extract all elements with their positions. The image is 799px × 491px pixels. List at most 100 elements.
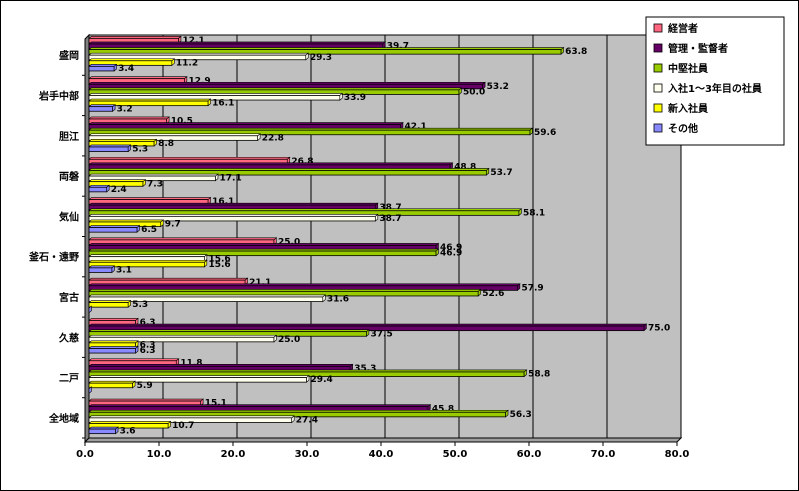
bar-end-face xyxy=(382,41,386,50)
data-label: 2.4 xyxy=(111,185,127,195)
bar-end-face xyxy=(400,121,404,130)
data-label: 46.9 xyxy=(440,243,462,253)
data-label: 42.1 xyxy=(405,122,427,132)
category-label: 気仙 xyxy=(58,210,79,223)
data-label: 5.3 xyxy=(132,300,148,310)
category-label: 二戸 xyxy=(59,373,79,385)
data-label: 53.2 xyxy=(487,82,509,92)
data-label: 27.4 xyxy=(296,415,318,425)
bar-end-face xyxy=(178,35,182,44)
data-label: 75.0 xyxy=(648,324,670,334)
bar-end-face xyxy=(200,398,204,407)
plot-side-wall xyxy=(84,33,90,444)
bar-end-face xyxy=(458,87,462,96)
data-label: 10.7 xyxy=(172,421,194,431)
data-label: 6.3 xyxy=(140,346,156,356)
bar-end-face xyxy=(435,242,439,251)
data-label: 8.8 xyxy=(158,139,174,149)
legend-entry: 中堅社員 xyxy=(668,62,708,75)
x-tick-label: 20.0 xyxy=(221,449,246,460)
data-label: 17.1 xyxy=(220,174,242,184)
category-label: 岩手中部 xyxy=(38,89,79,102)
legend-entry: 入社1～3年目の社員 xyxy=(668,82,762,95)
bar-end-face xyxy=(306,374,310,383)
bar-end-face xyxy=(135,340,139,349)
bar-end-face xyxy=(112,104,116,112)
legend-swatch xyxy=(653,103,663,113)
bar-end-face xyxy=(305,52,309,61)
data-label: 57.9 xyxy=(521,283,543,293)
bar-end-face xyxy=(88,305,92,314)
bar xyxy=(88,227,138,233)
x-tick-label: 40.0 xyxy=(369,449,394,460)
data-label: 3.2 xyxy=(117,104,133,114)
category-label: 宮古 xyxy=(59,291,79,304)
bar-end-face xyxy=(375,202,379,211)
bar-end-face xyxy=(287,156,291,165)
bar-end-face xyxy=(207,196,211,205)
legend-swatch xyxy=(653,43,663,53)
data-label: 58.1 xyxy=(523,208,545,218)
data-label: 5.9 xyxy=(137,381,153,391)
legend-entry: 管理・監督者 xyxy=(668,42,728,55)
data-label: 12.9 xyxy=(188,76,210,86)
bar-end-face xyxy=(273,334,277,343)
bar-end-face xyxy=(449,162,453,171)
category-label: 全地域 xyxy=(48,412,79,425)
category-label: 両磐 xyxy=(59,170,79,183)
bar xyxy=(88,428,117,435)
data-label: 3.1 xyxy=(116,265,132,275)
data-label: 45.8 xyxy=(432,404,454,414)
category-label: 釜石・遠野 xyxy=(28,251,79,264)
bar-end-face xyxy=(486,167,490,176)
plot-floor xyxy=(83,437,683,443)
data-label: 59.6 xyxy=(534,128,556,138)
bar-end-face xyxy=(375,213,379,222)
legend-entry: 経営者 xyxy=(668,22,698,35)
bar xyxy=(88,146,129,152)
data-label: 29.3 xyxy=(310,53,332,63)
legend-entry: 新入社員 xyxy=(668,102,708,115)
data-label: 15.6 xyxy=(208,254,230,264)
data-label: 38.7 xyxy=(379,203,401,213)
x-tick-label: 50.0 xyxy=(443,449,468,460)
data-label: 15.1 xyxy=(205,399,227,409)
data-label: 22.8 xyxy=(262,133,284,143)
data-label: 16.1 xyxy=(212,197,234,207)
bar-end-face xyxy=(160,219,164,228)
bar xyxy=(88,382,134,389)
category-label: 盛岡 xyxy=(59,49,79,62)
x-tick-label: 60.0 xyxy=(517,449,542,460)
category-label: 久慈 xyxy=(58,331,79,344)
bar-end-face xyxy=(142,179,146,187)
data-label: 11.8 xyxy=(180,358,202,368)
data-label: 26.8 xyxy=(291,157,313,167)
data-label: 16.1 xyxy=(212,99,234,109)
data-label: 31.6 xyxy=(327,295,349,305)
x-tick-label: 70.0 xyxy=(591,449,616,460)
bar-end-face xyxy=(106,184,110,193)
data-label: 5.3 xyxy=(132,145,148,155)
bar-end-face xyxy=(482,81,486,90)
bar-end-face xyxy=(127,299,131,308)
data-label: 6.5 xyxy=(141,225,157,235)
data-label: 10.5 xyxy=(171,117,193,127)
data-label: 48.8 xyxy=(454,162,476,172)
data-label: 15.6 xyxy=(208,260,230,270)
data-label: 53.7 xyxy=(490,168,512,178)
bar xyxy=(88,302,129,308)
bar xyxy=(88,65,115,72)
bar-end-face xyxy=(244,277,248,286)
bar xyxy=(88,348,137,354)
bar-end-face xyxy=(204,254,208,262)
legend-swatch xyxy=(653,23,663,33)
data-label: 50.0 xyxy=(463,87,485,97)
bar-end-face xyxy=(215,173,219,182)
bar-end-face xyxy=(166,116,170,125)
bar-end-face xyxy=(366,329,370,337)
bar-end-face xyxy=(643,323,647,332)
category-label: 胆江 xyxy=(59,130,79,143)
data-label: 33.9 xyxy=(344,93,366,103)
